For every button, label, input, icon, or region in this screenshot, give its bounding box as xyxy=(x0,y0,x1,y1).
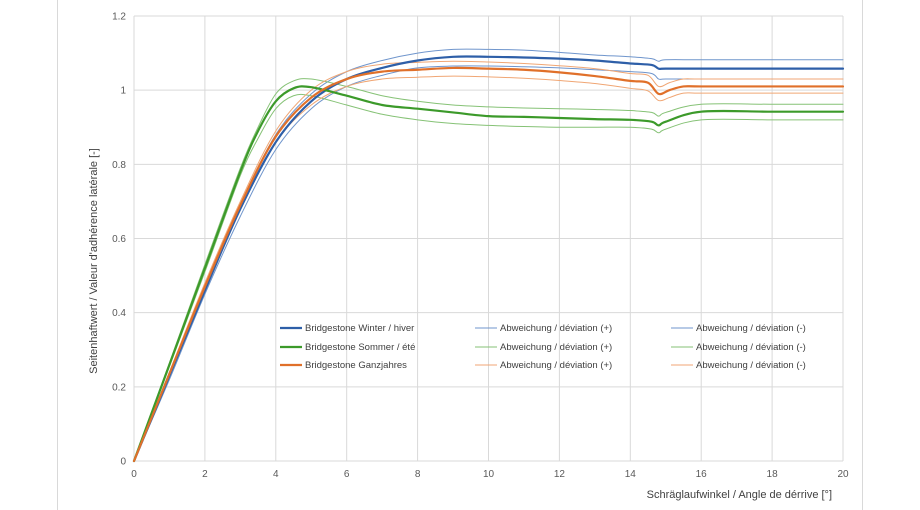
series-lines xyxy=(132,48,845,463)
series-line-2 xyxy=(133,65,844,462)
x-tick-label: 10 xyxy=(483,469,495,480)
x-tick-label: 16 xyxy=(696,469,708,480)
y-tick-label: 0.8 xyxy=(112,160,126,171)
series-line-4 xyxy=(133,78,844,462)
y-tick-label: 1 xyxy=(120,86,126,97)
x-tick-label: 4 xyxy=(273,469,279,480)
x-axis-title: Schräglaufwinkel / Angle de dérrive [°] xyxy=(647,489,832,501)
y-tick-label: 0.4 xyxy=(112,308,126,319)
legend: Bridgestone Winter / hiver Abweichung / d… xyxy=(280,323,806,371)
x-tick-label: 18 xyxy=(767,469,779,480)
right-border xyxy=(862,0,863,510)
y-tick-label: 0 xyxy=(120,457,126,468)
legend-label: Abweichung / déviation (-) xyxy=(696,342,806,353)
legend-label: Abweichung / déviation (-) xyxy=(696,323,806,334)
series-line-6 xyxy=(132,66,845,463)
y-tick-label: 0.2 xyxy=(112,382,126,393)
series-line-0 xyxy=(132,55,845,463)
x-tick-label: 8 xyxy=(415,469,421,480)
grid xyxy=(133,15,844,462)
x-tick-label: 20 xyxy=(837,469,849,480)
legend-label: Bridgestone Sommer / été xyxy=(305,342,415,353)
legend-label: Bridgestone Ganzjahres xyxy=(305,360,407,371)
legend-label: Abweichung / déviation (-) xyxy=(696,360,806,371)
series-line-3 xyxy=(132,85,845,463)
legend-label: Bridgestone Winter / hiver xyxy=(305,323,414,334)
tick-labels: 0 0.2 0.4 0.6 0.8 1 1.2 0 2 4 6 8 10 12 14 16 18 20 xyxy=(112,12,849,481)
x-tick-label: 6 xyxy=(344,469,350,480)
left-border xyxy=(57,0,58,510)
x-tick-label: 0 xyxy=(131,469,137,480)
legend-label: Abweichung / déviation (+) xyxy=(500,360,612,371)
legend-label: Abweichung / déviation (+) xyxy=(500,342,612,353)
legend-label: Abweichung / déviation (+) xyxy=(500,323,612,334)
x-tick-label: 2 xyxy=(202,469,208,480)
series-line-7 xyxy=(133,60,844,462)
x-tick-label: 12 xyxy=(554,469,566,480)
x-tick-label: 14 xyxy=(625,469,637,480)
y-tick-label: 1.2 xyxy=(112,12,126,23)
y-axis-title: Seitenhaftwert / Valeur d'adhérence laté… xyxy=(88,148,100,374)
y-tick-label: 0.6 xyxy=(112,234,126,245)
series-line-5 xyxy=(133,93,844,462)
